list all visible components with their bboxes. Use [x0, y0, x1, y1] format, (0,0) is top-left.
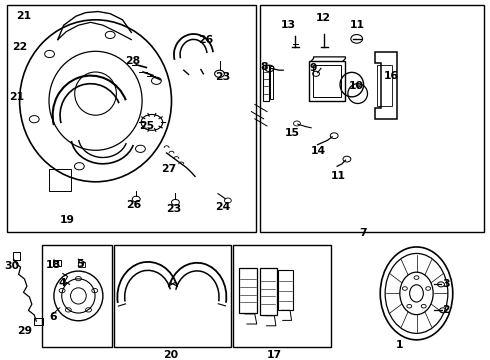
- Bar: [377, 65, 392, 106]
- Text: 30: 30: [5, 261, 20, 271]
- Bar: [53, 260, 61, 266]
- Text: 2: 2: [442, 305, 450, 315]
- Text: 3: 3: [442, 279, 450, 289]
- Text: 4: 4: [59, 278, 67, 288]
- Text: 21: 21: [10, 92, 24, 102]
- Bar: [260, 5, 484, 232]
- Text: 23: 23: [166, 204, 182, 214]
- Text: 22: 22: [12, 42, 27, 52]
- Text: 12: 12: [316, 13, 331, 23]
- Bar: [233, 245, 331, 347]
- Bar: [114, 245, 231, 347]
- Text: 19: 19: [60, 215, 75, 225]
- Text: 20: 20: [163, 350, 178, 360]
- Text: 18: 18: [46, 260, 60, 270]
- Text: 13: 13: [281, 20, 295, 30]
- Text: 26: 26: [198, 35, 214, 45]
- Text: 6: 6: [49, 312, 57, 322]
- Text: 8: 8: [261, 62, 269, 72]
- Text: 5: 5: [76, 258, 84, 269]
- Bar: [260, 268, 277, 315]
- Bar: [309, 61, 345, 101]
- Text: 24: 24: [215, 202, 231, 212]
- Text: 15: 15: [285, 128, 300, 138]
- Text: 11: 11: [350, 20, 365, 30]
- Bar: [313, 65, 341, 97]
- Text: 17: 17: [267, 350, 282, 360]
- Bar: [278, 270, 293, 310]
- Text: 10: 10: [349, 81, 364, 91]
- Bar: [78, 262, 85, 267]
- Text: 7: 7: [359, 228, 367, 238]
- Text: 26: 26: [125, 200, 141, 210]
- Bar: [49, 169, 71, 191]
- Text: 27: 27: [161, 164, 177, 174]
- Bar: [239, 268, 257, 313]
- Text: 25: 25: [140, 121, 154, 131]
- Text: 14: 14: [311, 146, 326, 156]
- Text: 16: 16: [384, 71, 398, 81]
- Bar: [7, 5, 256, 232]
- Text: 9: 9: [310, 63, 318, 73]
- Text: 11: 11: [331, 171, 345, 181]
- Bar: [42, 245, 112, 347]
- Text: 21: 21: [16, 11, 31, 21]
- Text: 28: 28: [125, 56, 140, 66]
- Text: 23: 23: [215, 72, 231, 82]
- Text: 1: 1: [395, 340, 403, 350]
- Bar: [34, 318, 43, 325]
- Bar: [13, 252, 20, 260]
- Text: 29: 29: [17, 326, 32, 336]
